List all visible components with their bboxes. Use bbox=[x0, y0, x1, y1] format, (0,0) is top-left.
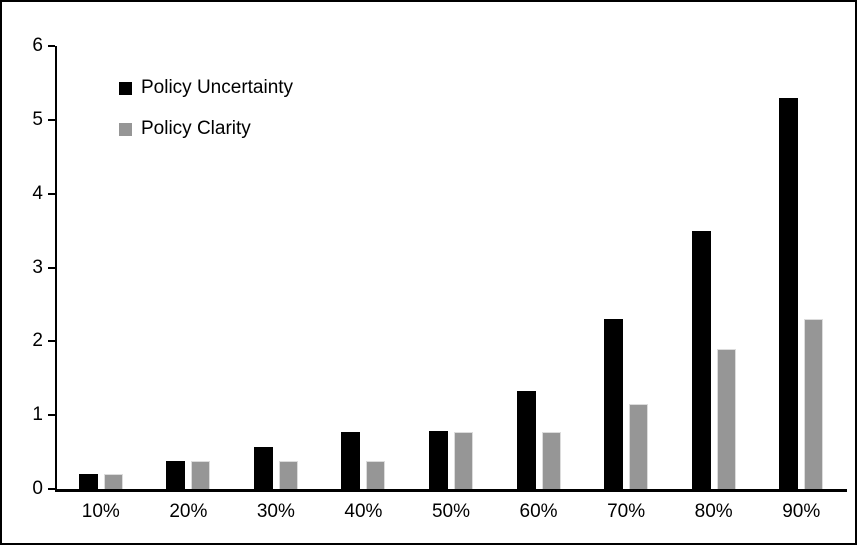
bar-policy-clarity-50% bbox=[454, 432, 473, 489]
bar-group-70% bbox=[604, 46, 649, 489]
y-axis-tick-label: 2 bbox=[32, 330, 43, 352]
legend-marker-icon bbox=[119, 122, 132, 136]
bar-group-20% bbox=[166, 46, 211, 489]
y-axis bbox=[55, 46, 57, 492]
bar-group-80% bbox=[691, 46, 736, 489]
y-axis-tick-label: 3 bbox=[32, 256, 43, 278]
legend-item-policy-uncertainty: Policy Uncertainty bbox=[119, 76, 293, 100]
y-axis-tick-label: 4 bbox=[32, 182, 43, 204]
bar-group-50% bbox=[429, 46, 473, 489]
y-axis-tick-label: 5 bbox=[32, 108, 43, 130]
bar-policy-uncertainty-80% bbox=[691, 231, 711, 489]
x-axis-tick-label: 60% bbox=[519, 501, 558, 522]
bar-policy-uncertainty-70% bbox=[604, 319, 624, 489]
legend-label: Policy Clarity bbox=[141, 118, 251, 139]
bar-policy-clarity-20% bbox=[191, 461, 211, 489]
y-axis-tick bbox=[48, 118, 55, 121]
x-axis-tick-label: 70% bbox=[607, 501, 646, 522]
y-axis-tick bbox=[48, 488, 55, 490]
x-axis bbox=[55, 489, 847, 492]
y-axis-tick bbox=[48, 266, 55, 269]
bar-policy-uncertainty-90% bbox=[779, 98, 799, 489]
x-axis-tick-label: 20% bbox=[169, 501, 208, 522]
bar-policy-uncertainty-50% bbox=[429, 431, 448, 489]
bar-group-10% bbox=[78, 46, 123, 489]
bar-group-90% bbox=[779, 46, 824, 489]
bar-policy-uncertainty-30% bbox=[253, 447, 273, 489]
legend-label: Policy Uncertainty bbox=[141, 77, 294, 98]
bar-group-60% bbox=[516, 46, 561, 489]
bar-policy-uncertainty-60% bbox=[516, 391, 536, 489]
legend-marker-icon bbox=[119, 81, 132, 95]
y-axis-tick-label: 1 bbox=[32, 404, 43, 426]
y-axis-tick bbox=[48, 414, 55, 417]
legend: Policy Uncertainty Policy Clarity bbox=[119, 76, 293, 158]
legend-item-policy-clarity: Policy Clarity bbox=[119, 117, 293, 141]
bar-policy-uncertainty-20% bbox=[166, 461, 186, 489]
bar-policy-clarity-80% bbox=[716, 349, 736, 489]
bar-policy-clarity-40% bbox=[366, 461, 386, 489]
y-axis-tick-label: 6 bbox=[32, 35, 43, 56]
bar-policy-clarity-30% bbox=[278, 461, 298, 489]
bar-group-30% bbox=[253, 46, 298, 489]
bar-policy-clarity-70% bbox=[629, 404, 649, 489]
y-axis-tick-label: 0 bbox=[32, 478, 43, 499]
y-axis-tick bbox=[48, 192, 55, 195]
x-axis-tick-label: 90% bbox=[782, 501, 821, 522]
x-axis-tick-label: 80% bbox=[694, 501, 733, 522]
x-axis-tick-label: 30% bbox=[256, 501, 295, 522]
x-axis-tick-label: 50% bbox=[431, 501, 471, 522]
bar-policy-clarity-10% bbox=[103, 474, 123, 489]
bar-policy-uncertainty-40% bbox=[341, 432, 361, 489]
bar-policy-clarity-90% bbox=[804, 319, 824, 489]
y-axis-tick bbox=[48, 340, 55, 343]
x-axis-tick-label: 10% bbox=[81, 501, 120, 522]
plot-area: Policy Uncertainty Policy Clarity 0 1 2 3 4 5… bbox=[32, 35, 847, 522]
x-axis-tick-label: 40% bbox=[344, 501, 383, 522]
y-axis-tick bbox=[48, 45, 55, 47]
bar-group-40% bbox=[341, 46, 386, 489]
bar-policy-uncertainty-10% bbox=[78, 474, 98, 489]
bar-policy-clarity-60% bbox=[541, 432, 561, 489]
